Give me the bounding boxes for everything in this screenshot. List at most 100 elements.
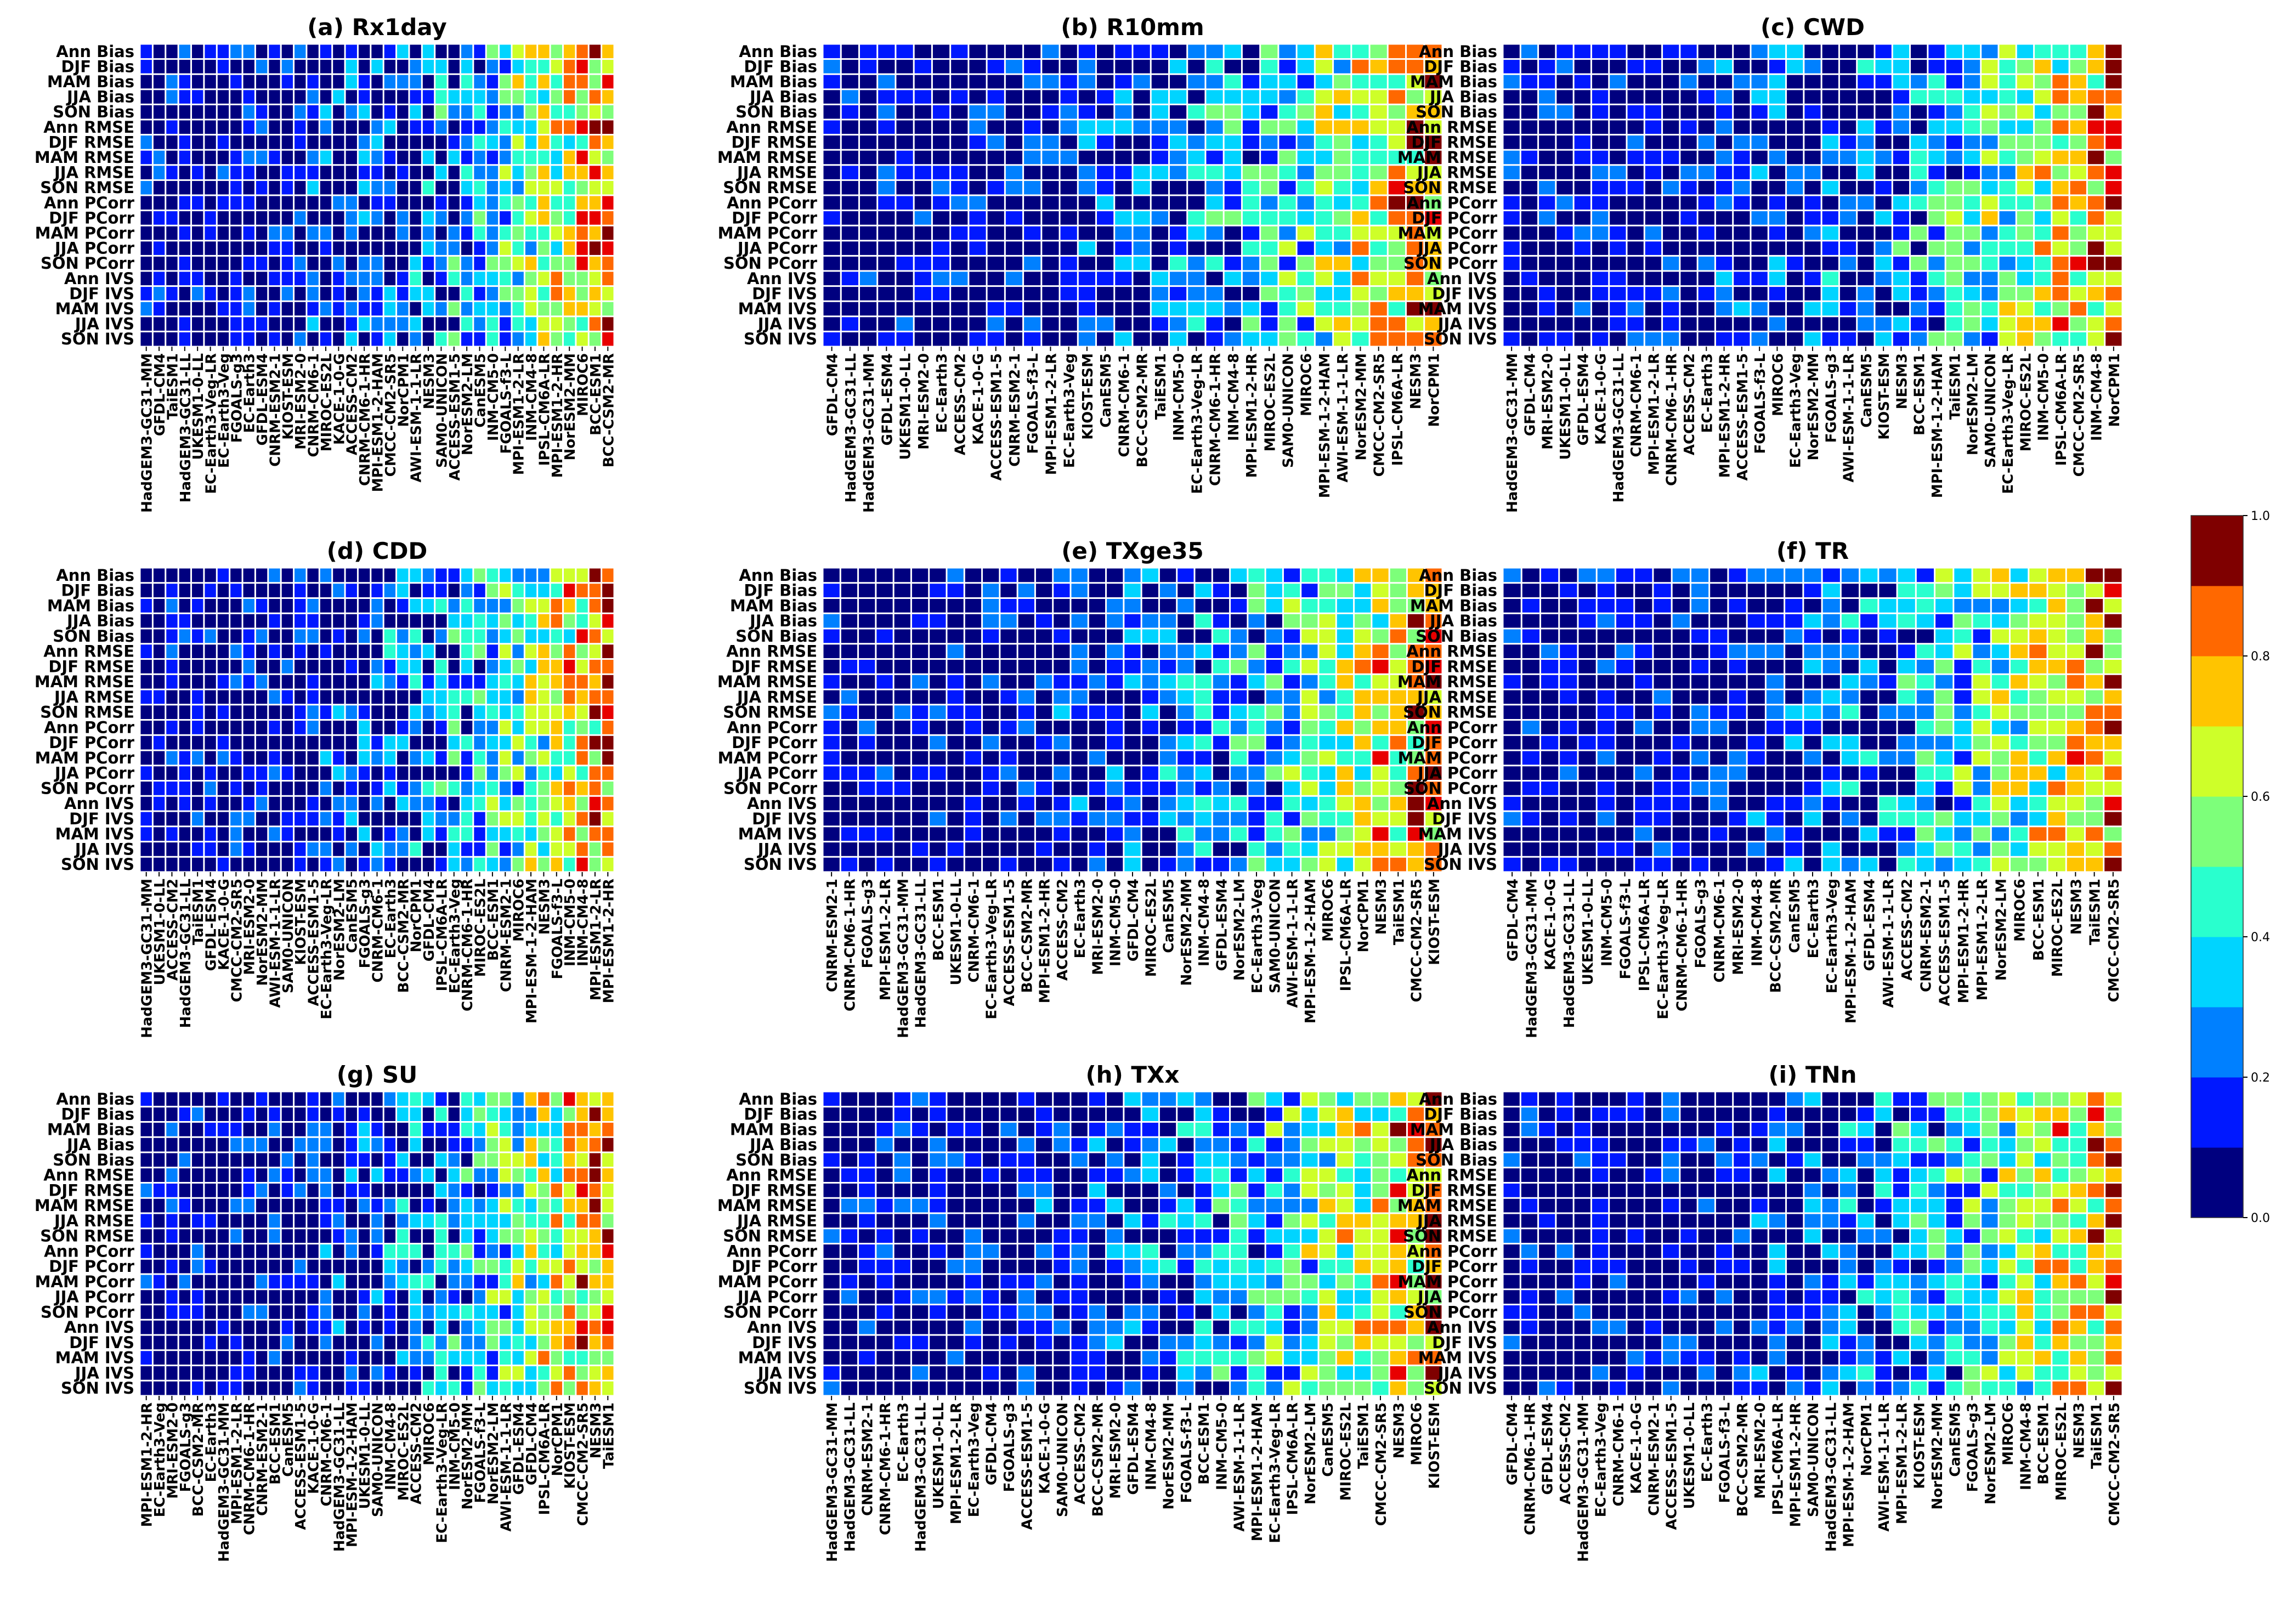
heatmap-cell — [1672, 675, 1690, 689]
heatmap-cell — [358, 1123, 370, 1136]
heatmap-cell — [896, 332, 913, 346]
heatmap-cell — [563, 721, 575, 734]
heatmap-cell — [1541, 721, 1559, 734]
heatmap-cell — [1169, 226, 1187, 240]
heatmap-cell — [1151, 196, 1168, 210]
heatmap-cell — [1060, 211, 1077, 225]
heatmap-cell — [2029, 842, 2047, 856]
heatmap-cell — [1710, 629, 1728, 643]
heatmap-cell — [281, 105, 293, 119]
row-label: DJF PCorr — [732, 208, 818, 227]
heatmap-cell — [295, 644, 306, 658]
heatmap-cell — [269, 644, 280, 658]
heatmap-cell — [1078, 271, 1096, 286]
heatmap-cell — [1195, 568, 1212, 582]
heatmap-cell — [333, 256, 344, 270]
heatmap-cell — [947, 766, 964, 780]
heatmap-cell — [230, 226, 242, 240]
heatmap-cell — [205, 1092, 216, 1106]
heatmap-cell — [166, 644, 178, 658]
heatmap-cell — [1698, 196, 1714, 210]
heatmap-cell — [205, 812, 216, 826]
heatmap-cell — [525, 1092, 537, 1106]
heatmap-cell — [307, 75, 319, 89]
heatmap-cell — [876, 644, 893, 658]
heatmap-cell — [1592, 105, 1609, 119]
heatmap-cell — [1597, 599, 1615, 613]
heatmap-cell — [1503, 90, 1520, 104]
heatmap-cell — [410, 599, 421, 613]
heatmap-cell — [435, 317, 447, 331]
heatmap-cell — [1898, 629, 1915, 643]
heatmap-cell — [1242, 180, 1260, 195]
heatmap-cell — [1024, 226, 1041, 240]
heatmap-cell — [1645, 166, 1662, 179]
heatmap-cell — [307, 196, 319, 210]
heatmap-cell — [1178, 614, 1194, 628]
heatmap-cell — [1195, 796, 1212, 811]
heatmap-cell — [1654, 599, 1671, 613]
heatmap-cell — [538, 90, 550, 104]
heatmap-cell — [230, 614, 242, 628]
heatmap-cell — [894, 660, 910, 674]
heatmap-cell — [1556, 90, 1573, 104]
heatmap-cell — [281, 196, 293, 210]
heatmap-cell — [281, 302, 293, 316]
column-label: CNRM-CM6-1-HR — [357, 353, 373, 486]
heatmap-cell — [1663, 60, 1679, 73]
heatmap-cell — [1089, 721, 1106, 734]
heatmap-cell — [1963, 90, 1980, 104]
heatmap-cell — [2052, 271, 2069, 286]
heatmap-cell — [256, 857, 268, 872]
heatmap-cell — [1654, 675, 1671, 689]
heatmap-cell — [435, 842, 447, 856]
heatmap-cell — [1195, 766, 1212, 780]
heatmap-cell — [576, 287, 588, 301]
heatmap-cell — [1279, 90, 1296, 104]
heatmap-cell — [1946, 150, 1962, 165]
heatmap-cell — [2067, 568, 2085, 582]
heatmap-cell — [1999, 150, 2016, 165]
heatmap-cell — [894, 857, 910, 872]
heatmap-cell — [525, 796, 537, 811]
heatmap-cell — [1610, 256, 1626, 270]
heatmap-cell — [1042, 196, 1059, 210]
heatmap-cell — [256, 629, 268, 643]
heatmap-cell — [217, 1138, 229, 1152]
column-label: AWI-ESM-1-1-LR — [1841, 353, 1858, 483]
heatmap-cell — [1213, 690, 1230, 704]
heatmap-cell — [1054, 644, 1070, 658]
heatmap-cell — [602, 302, 614, 316]
heatmap-cell — [1078, 180, 1096, 195]
heatmap-cell — [295, 857, 306, 872]
heatmap-cell — [1935, 690, 1953, 704]
heatmap-cell — [538, 150, 550, 165]
heatmap-cell — [1337, 812, 1354, 826]
column-label: CNRM-ESM2-1 — [1007, 353, 1023, 467]
heatmap-cell — [281, 1138, 293, 1152]
heatmap-cell — [1935, 842, 1953, 856]
heatmap-cell — [2017, 271, 2034, 286]
heatmap-cell — [333, 332, 344, 346]
heatmap-cell — [1124, 812, 1141, 826]
heatmap-cell — [947, 735, 964, 750]
heatmap-cell — [230, 660, 242, 674]
heatmap-cell — [333, 660, 344, 674]
heatmap-cell — [1946, 180, 1962, 195]
heatmap-cell — [307, 812, 319, 826]
heatmap-cell — [1242, 105, 1260, 119]
heatmap-cell — [422, 827, 434, 841]
heatmap-cell — [461, 271, 473, 286]
heatmap-cell — [602, 1107, 614, 1121]
heatmap-cell — [1115, 196, 1132, 210]
heatmap-cell — [859, 211, 877, 225]
heatmap-cell — [448, 735, 460, 750]
heatmap-cell — [1804, 166, 1821, 179]
heatmap-cell — [823, 599, 840, 613]
heatmap-cell — [1355, 827, 1371, 841]
heatmap-cell — [1710, 827, 1728, 841]
heatmap-cell — [589, 317, 601, 331]
heatmap-cell — [1541, 735, 1559, 750]
heatmap-cell — [1301, 599, 1318, 613]
row-label: SON RMSE — [40, 703, 134, 722]
